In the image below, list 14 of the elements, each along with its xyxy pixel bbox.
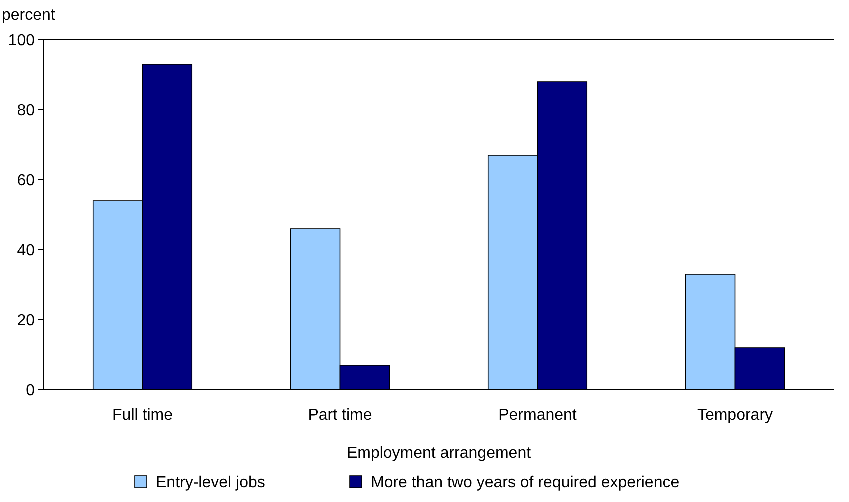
y-tick-label: 20	[17, 312, 36, 330]
x-tick-label: Full time	[112, 407, 174, 424]
y-tick-label: 100	[8, 32, 36, 50]
y-tick-label: 60	[17, 172, 36, 190]
y-tick-label: 80	[17, 102, 36, 120]
x-tick-label: Part time	[308, 407, 372, 424]
y-tick-label: 0	[26, 382, 36, 400]
x-axis-title: Employment arrangement	[346, 445, 532, 462]
y-axis-title: percent	[2, 7, 56, 24]
legend-label: More than two years of required experience	[371, 474, 680, 492]
x-tick-label: Permanent	[498, 407, 578, 424]
x-tick-label: Temporary	[697, 407, 774, 424]
y-tick-label: 40	[17, 242, 36, 260]
legend-label: Entry-level jobs	[156, 474, 266, 492]
